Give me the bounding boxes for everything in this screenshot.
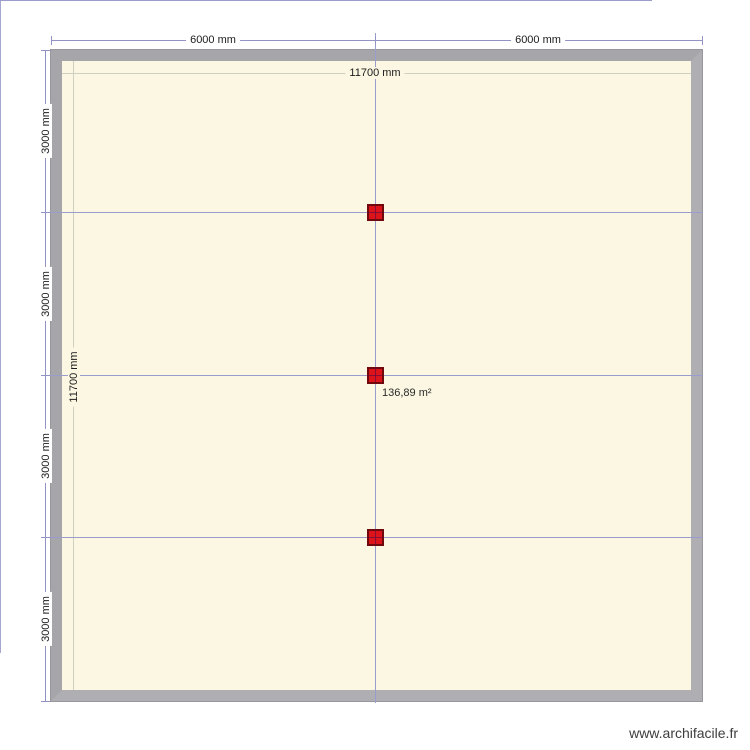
left-total-dimension-label: 11700 mm xyxy=(68,347,80,407)
post-middle[interactable] xyxy=(367,367,384,384)
top-dim-tick xyxy=(51,36,52,45)
left-dim-tick xyxy=(41,701,50,702)
post-cross-line xyxy=(375,531,376,544)
top-dim-tick xyxy=(375,36,376,45)
left-dim-tick xyxy=(41,212,50,213)
left-dim-tick xyxy=(41,537,50,538)
watermark-text: www.archifacile.fr xyxy=(629,725,738,741)
top-dimension-label-left: 6000 mm xyxy=(186,34,240,46)
left-dimension-label-2: 3000 mm xyxy=(40,267,52,321)
post-cross-line xyxy=(375,206,376,219)
top-dimension-label-right: 6000 mm xyxy=(511,34,565,46)
left-dimension-label-1: 3000 mm xyxy=(40,104,52,158)
post-bottom[interactable] xyxy=(367,529,384,546)
top-dim-tick xyxy=(702,36,703,45)
left-dim-tick xyxy=(41,50,50,51)
left-dimension-label-3: 3000 mm xyxy=(40,429,52,483)
post-cross-line xyxy=(375,369,376,382)
top-total-dimension-label: 11700 mm xyxy=(345,67,405,79)
top-dimension-line xyxy=(51,40,702,41)
room-area-label: 136,89 m² xyxy=(382,387,432,399)
left-dim-tick xyxy=(41,375,50,376)
bottom-wall-edge-line xyxy=(0,0,652,1)
right-wall-edge-line xyxy=(0,1,1,653)
left-dimension-label-4: 3000 mm xyxy=(40,592,52,646)
post-top[interactable] xyxy=(367,204,384,221)
